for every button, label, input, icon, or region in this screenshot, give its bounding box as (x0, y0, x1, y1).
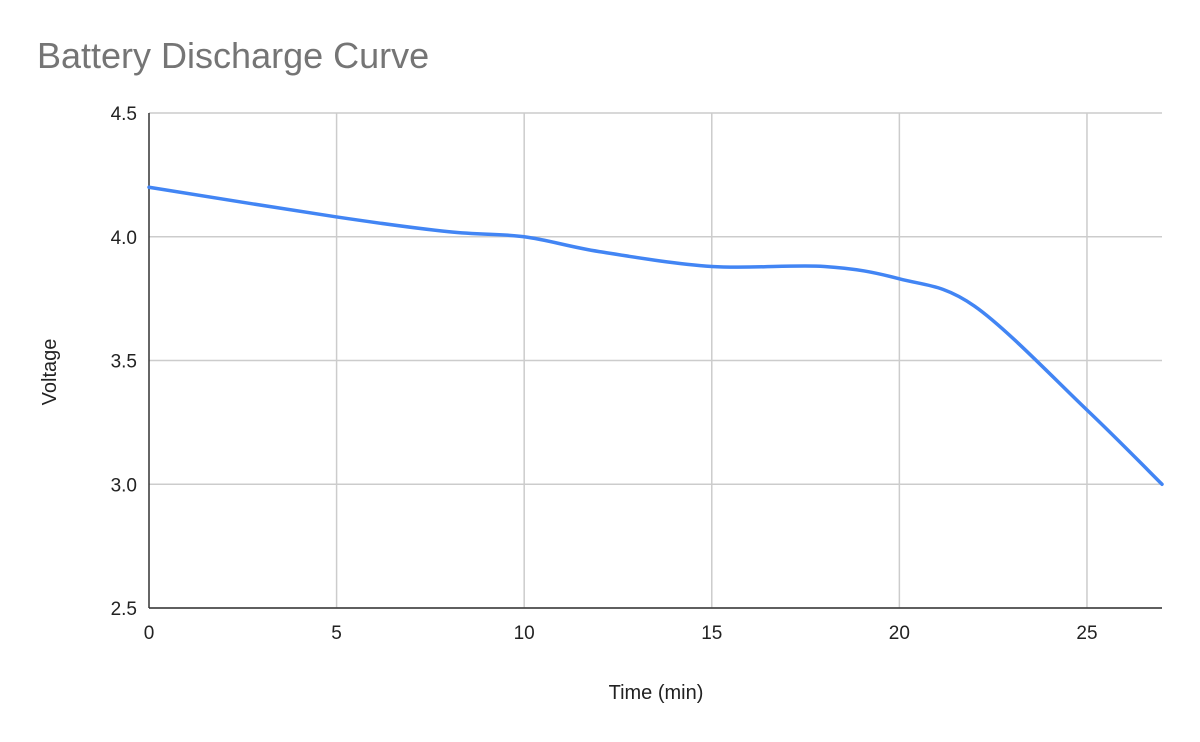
y-tick-label: 3.0 (111, 475, 137, 496)
x-axis-label: Time (min) (609, 682, 704, 704)
series-layer (147, 185, 1164, 486)
axes (148, 113, 1162, 609)
chart-title: Battery Discharge Curve (37, 35, 429, 76)
y-tick-label: 4.0 (111, 228, 137, 249)
voltage-series-line (147, 185, 1164, 486)
x-tick-label: 0 (144, 623, 155, 644)
y-tick-label: 3.5 (111, 352, 137, 373)
x-tick-label: 25 (1076, 623, 1097, 644)
x-tick-label: 5 (331, 623, 342, 644)
y-axis-label: Voltage (39, 339, 61, 406)
x-tick-label: 10 (514, 623, 535, 644)
y-tick-label: 4.5 (111, 104, 137, 125)
y-tick-label: 2.5 (111, 599, 137, 620)
x-tick-label: 15 (701, 623, 722, 644)
tick-labels: 2.5 3.0 3.5 4.0 4.5 0 5 10 15 20 25 (111, 104, 1098, 644)
x-tick-label: 20 (889, 623, 910, 644)
grid-lines (149, 112, 1162, 609)
